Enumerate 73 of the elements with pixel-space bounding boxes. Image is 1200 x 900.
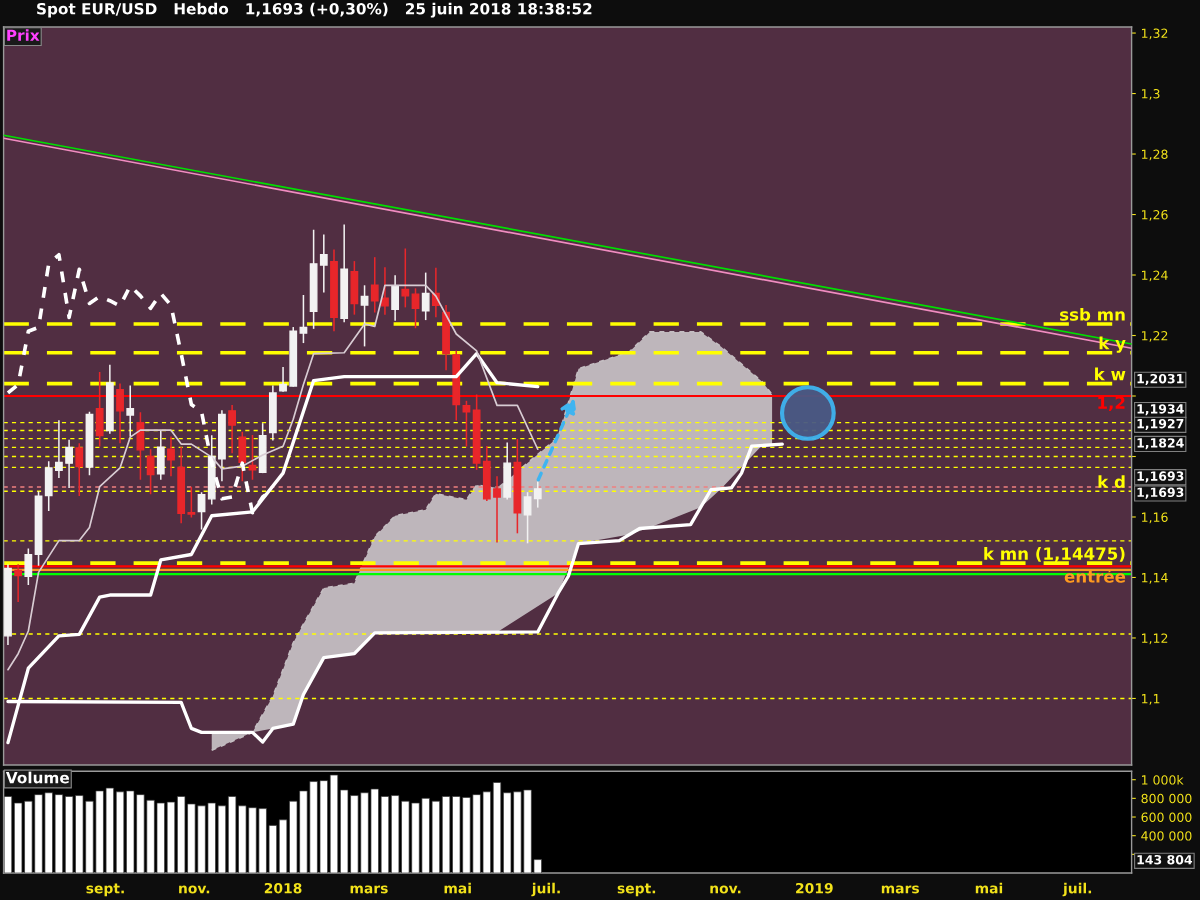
text: 1,2031	[1137, 373, 1184, 385]
x-tick-label: nov.	[710, 885, 741, 894]
x-tick-label: mai	[444, 882, 471, 894]
candlestick	[533, 480, 542, 509]
bar	[3, 796, 13, 873]
text: 1,1693	[1137, 487, 1184, 499]
bar	[329, 774, 339, 873]
y-tick-label: 600 000	[1141, 812, 1192, 822]
x-tick-label: nov.	[179, 885, 210, 894]
ref-line-label: k d	[1098, 475, 1125, 489]
candlestick	[55, 419, 63, 479]
candlestick	[523, 491, 532, 545]
bar	[166, 801, 176, 873]
x-tick-label: mars	[881, 885, 919, 894]
candlestick	[167, 435, 175, 477]
y-tick-label: 1,14	[1142, 573, 1168, 584]
y-tick-label: 1,32	[1142, 28, 1168, 40]
line-series	[7, 284, 539, 671]
ref-line-label: 1,2	[1098, 396, 1125, 412]
candlestick	[75, 442, 84, 497]
candlestick	[228, 404, 237, 454]
candlestick	[421, 271, 430, 321]
candlestick	[370, 256, 379, 314]
y-tick-label: 800 000	[1141, 793, 1192, 804]
bar	[115, 791, 125, 873]
x-tick-label: sept.	[617, 883, 656, 897]
bar	[492, 782, 502, 873]
candlestick	[126, 384, 135, 438]
candlestick	[279, 366, 287, 393]
text: 143 804	[1137, 854, 1193, 865]
chart-subtitle: Prix	[7, 29, 40, 41]
ref-line-label: ssb mn	[1060, 307, 1125, 321]
bar	[380, 796, 390, 873]
candlestick	[146, 448, 155, 496]
y-tick-label: 1,26	[1142, 210, 1168, 221]
candlestick	[65, 439, 73, 489]
ref-line-label: k mn (1,14475)	[984, 546, 1125, 563]
bar	[278, 819, 288, 873]
x-tick-label: mars	[350, 885, 388, 894]
candlestick	[493, 475, 501, 544]
y-tick-label: 400 000	[1141, 831, 1192, 841]
y-tick-label: 1,16	[1142, 512, 1168, 524]
ref-line-label: k w	[1095, 367, 1126, 381]
y-tick-label: 1,12	[1142, 633, 1168, 645]
candlestick	[187, 485, 196, 519]
y-tick-label: 1 000k	[1142, 774, 1184, 785]
candlestick	[299, 294, 308, 344]
y-tick-label: 1,1	[1142, 694, 1160, 705]
x-tick-label: mai	[975, 882, 1003, 894]
y-tick-label: 1,24	[1142, 270, 1168, 282]
chart-title: Volume	[5, 771, 69, 784]
text: 1,1824	[1137, 438, 1184, 450]
candlestick	[411, 287, 420, 330]
x-tick-label: juil.	[1062, 882, 1092, 897]
y-tick-label: 1,22	[1142, 330, 1168, 342]
y-tick-label: 1,28	[1142, 149, 1168, 161]
candlestick	[116, 382, 124, 444]
x-tick-label: juil.	[531, 882, 560, 897]
x-tick-label: 2018	[264, 882, 302, 894]
candlestick	[360, 284, 369, 348]
x-tick-label: sept.	[86, 883, 124, 897]
candlestick	[14, 563, 23, 603]
candlestick	[24, 547, 33, 586]
candlestick	[319, 233, 328, 294]
chart-title: Spot EUR/USD Hebdo 1,1693 (+0,30%) 25 juin 2018 18:38:52	[37, 2, 592, 18]
candlestick	[391, 274, 400, 322]
y-tick-label: 1,3	[1142, 89, 1160, 100]
text: 1,1934	[1137, 404, 1184, 416]
candlestick	[381, 266, 389, 316]
x-tick-label: 2019	[796, 882, 833, 894]
text: 1,1927	[1137, 418, 1184, 431]
candlestick	[401, 247, 410, 309]
text: 1,1693	[1137, 471, 1184, 483]
